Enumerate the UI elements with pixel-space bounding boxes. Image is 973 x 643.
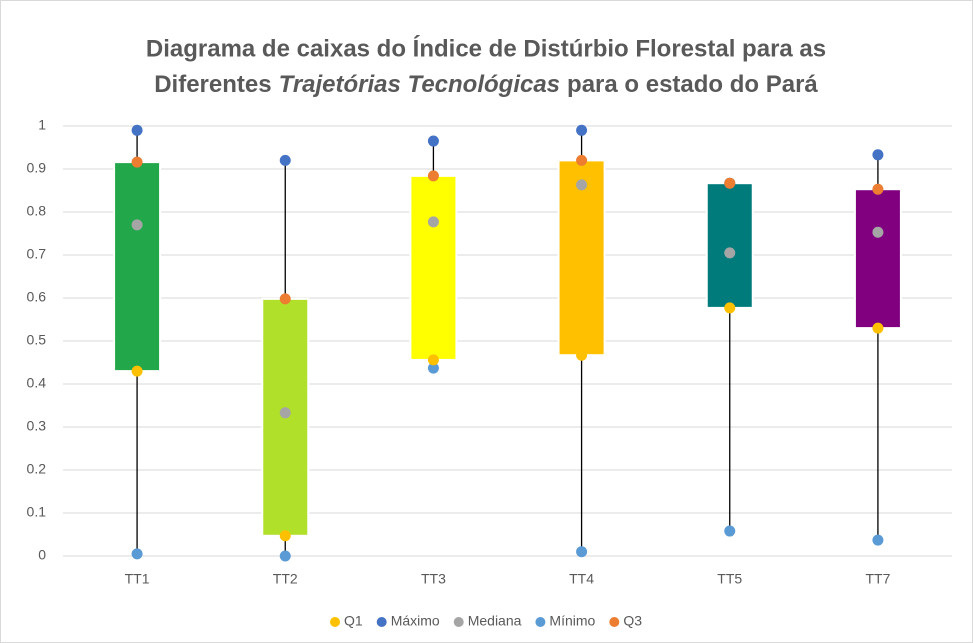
legend-marker (453, 617, 464, 627)
chart-title: Diferentes Trajetórias Tecnológicas para o… (154, 71, 818, 98)
marker (724, 177, 736, 189)
marker (724, 525, 736, 537)
legend-marker (330, 617, 340, 627)
y-tick-label: 0 (38, 547, 46, 563)
legend-label: Q1 (344, 613, 363, 629)
marker (576, 546, 588, 558)
legend-marker (609, 617, 620, 627)
y-tick-label: 0.1 (27, 504, 47, 520)
marker (279, 154, 291, 166)
marker (131, 548, 143, 560)
x-tick-label: TT3 (421, 571, 446, 587)
marker (576, 179, 588, 191)
marker (427, 135, 439, 147)
marker (279, 530, 291, 542)
title-part: Diferentes (154, 71, 271, 98)
marker (872, 226, 884, 238)
title-part: Trajetórias Tecnológicas (279, 71, 560, 98)
legend: Q1 Máximo Mediana Mínimo Q3 (330, 613, 642, 629)
marker (724, 302, 736, 314)
legend-label: Máximo (391, 613, 440, 629)
marker (576, 349, 588, 361)
y-tick-label: 0.9 (27, 160, 47, 176)
marker (279, 293, 291, 305)
marker (427, 216, 439, 228)
marker (279, 407, 291, 419)
marker (872, 183, 884, 195)
y-tick-label: 0.8 (27, 203, 47, 219)
marker (576, 124, 588, 136)
y-tick-label: 0.2 (27, 461, 47, 477)
y-tick-label: 0.7 (27, 246, 47, 262)
chart-title: Diagrama de caixas do Índice de Distúrbi… (146, 34, 826, 62)
marker (131, 156, 143, 168)
box (853, 188, 902, 330)
title-part: para o estado do Pará (567, 71, 818, 98)
marker (724, 247, 736, 259)
x-tick-label: TT2 (273, 571, 298, 587)
box (705, 182, 754, 309)
y-tick-label: 0.4 (27, 375, 47, 391)
marker (427, 362, 439, 374)
marker (427, 170, 439, 182)
y-tick-label: 1 (38, 117, 46, 133)
marker (872, 534, 884, 546)
x-tick-label: TT7 (865, 571, 890, 587)
marker (427, 354, 439, 366)
box (409, 174, 458, 361)
legend-label: Q3 (623, 613, 642, 629)
legend-label: Mínimo (549, 613, 595, 629)
legend-marker (535, 617, 546, 627)
x-tick-label: TT5 (717, 571, 742, 587)
box (113, 161, 162, 373)
y-tick-label: 0.6 (27, 289, 47, 305)
marker (279, 550, 291, 562)
y-tick-label: 0.5 (27, 332, 47, 348)
y-tick-label: 0.3 (27, 418, 47, 434)
marker (131, 365, 143, 377)
x-tick-label: TT1 (125, 571, 150, 587)
legend-label: Mediana (468, 613, 522, 629)
marker (131, 124, 143, 136)
marker (872, 322, 884, 334)
marker (131, 219, 143, 231)
box (557, 159, 606, 357)
x-tick-label: TT4 (569, 571, 594, 587)
legend-marker (376, 617, 387, 627)
marker (872, 149, 884, 161)
marker (576, 154, 588, 166)
